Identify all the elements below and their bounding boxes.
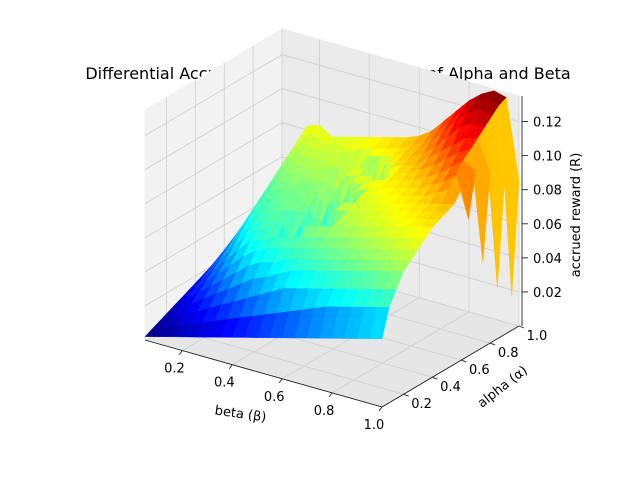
reward-tick-label: 0.10 [533, 150, 562, 165]
beta-tick-label: 0.2 [164, 362, 185, 377]
alpha-tick-label: 0.6 [469, 363, 490, 378]
surface-mesh [144, 90, 520, 340]
alpha-tick-label: 0.2 [411, 397, 432, 412]
alpha-tick [518, 325, 525, 329]
alpha-tick-label: 0.4 [440, 380, 461, 395]
surface-patch [369, 306, 390, 340]
alpha-axis-line [381, 325, 520, 408]
beta-tick-label: 0.6 [264, 390, 285, 405]
alpha-tick [489, 342, 496, 346]
beta-tick [328, 392, 333, 398]
reward-tick-label: 0.12 [533, 116, 562, 131]
beta-tick-label: 1.0 [364, 418, 385, 433]
beta-tick [278, 378, 283, 384]
x-axis-label: beta (β) [214, 403, 267, 425]
alpha-tick-label: 1.0 [527, 329, 548, 344]
reward-tick-label: 0.06 [533, 218, 562, 233]
beta-tick [378, 406, 383, 412]
reward-tick-label: 0.02 [533, 286, 562, 301]
alpha-tick [403, 393, 409, 397]
alpha-tick-label: 0.8 [498, 346, 519, 361]
beta-tick [228, 364, 233, 369]
alpha-tick [461, 359, 467, 363]
reward-tick-label: 0.04 [533, 252, 562, 267]
z-axis-label: accrued reward (R) [569, 153, 584, 278]
tick-labels: 0.2 0.4 0.6 0.8 1.0 0.2 0.4 0.6 0.8 1.0 0.02 0.04 0.… [164, 116, 562, 433]
beta-axis-line [144, 339, 383, 408]
beta-tick-label: 0.8 [314, 404, 335, 419]
beta-tick-label: 0.4 [214, 376, 235, 391]
alpha-tick [432, 376, 438, 380]
axis-lines [144, 96, 523, 408]
beta-tick [179, 350, 183, 355]
reward-tick-label: 0.08 [533, 184, 562, 199]
grid-line-reward [144, 54, 520, 136]
